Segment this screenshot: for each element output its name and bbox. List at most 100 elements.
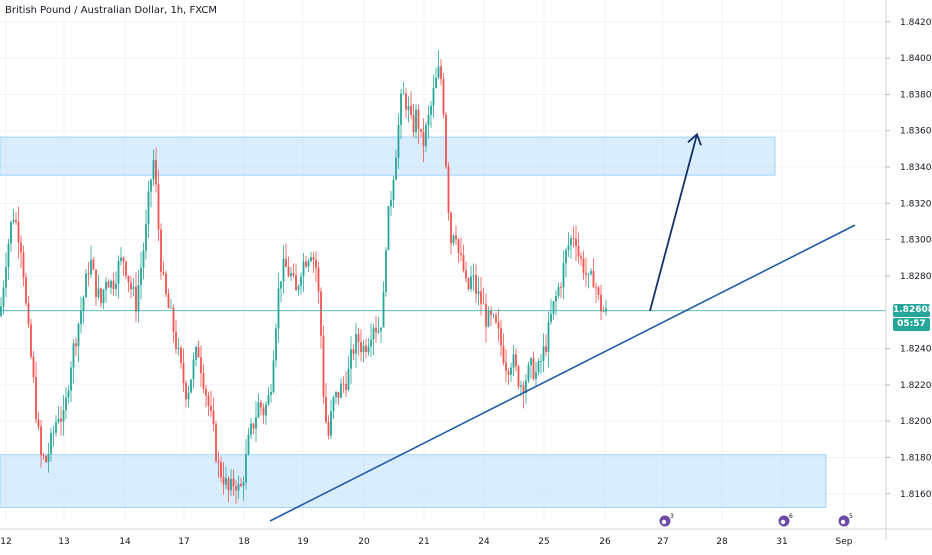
candle-down (320, 291, 322, 336)
candle-up (302, 261, 305, 277)
candle-up (470, 276, 472, 290)
candle-up (80, 310, 82, 324)
candle-up (242, 482, 245, 486)
candle-down (410, 106, 412, 116)
candle-up (257, 402, 260, 418)
candle-down (15, 219, 17, 222)
economic-event-marker[interactable]: 5 (837, 513, 853, 528)
price-tick-label: 1.83200 (900, 199, 932, 209)
candle-down (412, 115, 415, 133)
candle-up (90, 259, 92, 275)
candle-up (535, 372, 537, 379)
candle-down (285, 258, 287, 267)
candle-down (260, 402, 262, 408)
candle-down (232, 478, 235, 487)
candle-down (337, 391, 340, 398)
candle-down (312, 257, 315, 260)
candle-down (37, 419, 40, 427)
candle-up (300, 276, 302, 287)
resistance-zone (0, 136, 776, 176)
projection-arrow-line (649, 134, 698, 312)
candle-down (130, 282, 132, 290)
candle-up (547, 321, 550, 352)
candle-down (455, 235, 457, 240)
candle-up (110, 280, 112, 288)
candle-down (315, 259, 317, 268)
candle-up (310, 257, 312, 261)
candle-down (325, 396, 327, 423)
candle-down (25, 277, 27, 304)
candle-up (387, 206, 390, 251)
candle-down (447, 166, 450, 213)
candle-up (225, 478, 227, 485)
candle-down (295, 275, 297, 291)
candle-up (250, 423, 252, 435)
candle-down (45, 455, 47, 463)
candle-down (75, 343, 77, 347)
candle-down (20, 242, 22, 253)
candle-down (40, 426, 42, 456)
candle-down (17, 221, 20, 243)
candle-up (402, 93, 405, 95)
candle-up (492, 314, 495, 316)
candle-down (360, 342, 362, 353)
candle-down (322, 335, 325, 397)
candle-up (7, 243, 10, 267)
candle-up (540, 361, 542, 362)
candle-up (72, 343, 75, 368)
candle-down (227, 478, 230, 491)
candle-down (157, 184, 160, 230)
candle-down (87, 273, 90, 275)
economic-event-marker[interactable]: 3 (658, 513, 674, 528)
candle-down (205, 388, 207, 396)
drawing-layer (0, 132, 886, 522)
candle-down (305, 261, 307, 267)
candle-down (180, 347, 182, 364)
candle-down (92, 259, 95, 270)
time-tick-label: 17 (178, 537, 189, 547)
candle-up (170, 307, 172, 309)
candle-down (602, 311, 605, 313)
candle-up (55, 422, 57, 433)
price-tick-label: 1.84000 (900, 54, 932, 64)
candle-up (77, 323, 80, 347)
candle-down (252, 423, 255, 429)
price-tick-label: 1.82800 (900, 272, 932, 282)
candle-down (262, 407, 265, 416)
candle-down (457, 239, 460, 254)
candle-up (390, 200, 392, 207)
candle-up (140, 267, 142, 286)
candle-down (202, 373, 205, 389)
economic-event-marker[interactable]: 6 (777, 513, 793, 528)
candle-up (395, 157, 397, 180)
candle-down (585, 273, 587, 275)
event-count: 6 (789, 513, 793, 520)
candle-down (450, 212, 452, 244)
candle-up (430, 105, 432, 115)
candle-down (442, 79, 445, 115)
candle-down (22, 252, 25, 278)
candle-down (482, 303, 485, 305)
event-count: 3 (670, 513, 674, 520)
candle-down (42, 455, 45, 457)
candle-up (605, 308, 607, 312)
candle-up (570, 238, 572, 246)
candle-down (167, 293, 170, 309)
candle-up (102, 289, 105, 304)
candle-down (185, 383, 187, 400)
candle-down (100, 288, 102, 304)
candle-up (137, 285, 140, 312)
price-tick-label: 1.82400 (900, 345, 932, 355)
candle-down (155, 160, 157, 185)
candle-up (97, 288, 100, 298)
time-tick-label: 18 (238, 537, 250, 547)
candle-up (277, 288, 280, 329)
candle-up (62, 410, 65, 422)
candle-down (112, 280, 115, 289)
candle-up (385, 250, 387, 293)
candle-up (192, 359, 195, 380)
candle-down (345, 384, 347, 390)
candle-up (537, 361, 540, 373)
